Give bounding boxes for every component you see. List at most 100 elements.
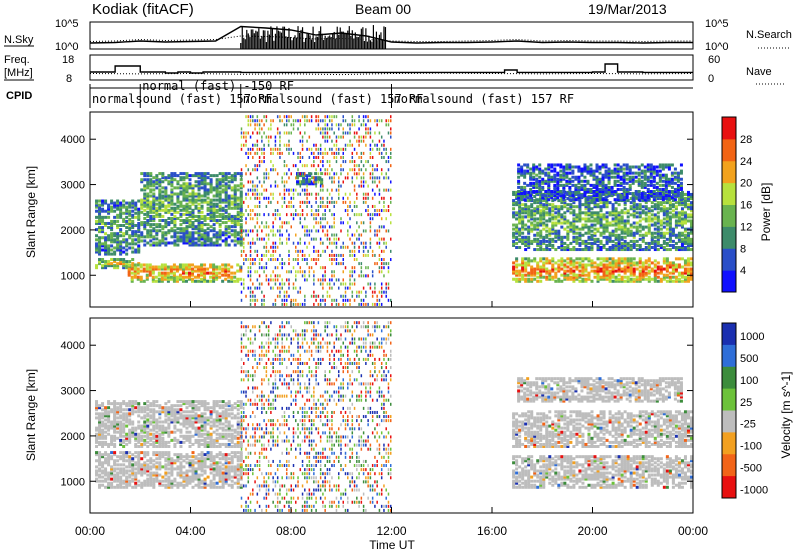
noise-streak-cell <box>240 131 243 135</box>
noise-streak-cell <box>252 237 254 241</box>
noise-streak-cell <box>283 131 286 135</box>
range-cell <box>209 174 213 178</box>
range-cell <box>659 203 663 207</box>
range-cell <box>172 263 176 267</box>
range-cell <box>518 201 522 205</box>
range-cell <box>658 163 662 167</box>
range-cell <box>188 184 192 188</box>
range-cell <box>173 202 177 206</box>
noise-streak-cell <box>292 119 295 123</box>
range-cell <box>637 179 641 183</box>
range-cell <box>575 257 579 261</box>
range-cell <box>173 225 177 229</box>
range-cell <box>577 169 581 173</box>
range-cell <box>206 190 210 194</box>
noise-streak-cell <box>358 213 360 217</box>
range-cell <box>194 237 198 241</box>
range-cell <box>671 279 675 283</box>
range-cell <box>194 184 198 188</box>
range-cell <box>539 203 543 207</box>
range-cell <box>119 209 123 213</box>
range-cell <box>116 264 120 268</box>
range-cell <box>617 213 621 217</box>
range-cell <box>641 225 645 229</box>
range-cell <box>653 239 657 243</box>
noise-streak-cell <box>315 147 317 151</box>
range-cell <box>605 248 609 252</box>
noise-streak-cell <box>256 237 259 241</box>
range-cell <box>683 263 687 267</box>
range-cell <box>530 267 534 271</box>
range-cell <box>560 221 564 225</box>
range-cell <box>637 173 641 177</box>
range-cell <box>578 203 582 207</box>
range-cell <box>572 239 576 243</box>
noise-streak-cell <box>299 131 302 135</box>
range-cell <box>517 169 521 173</box>
range-cell <box>530 259 534 263</box>
noise-streak-cell <box>349 270 351 274</box>
range-cell <box>302 172 306 176</box>
noise-streak-cell <box>342 302 345 306</box>
range-cell <box>629 259 633 263</box>
range-cell <box>566 221 570 225</box>
range-cell <box>104 232 108 236</box>
range-cell <box>584 207 588 211</box>
noise-streak-cell <box>306 176 308 180</box>
noise-streak-cell <box>369 217 372 221</box>
noise-streak-cell <box>324 278 326 282</box>
range-cell <box>227 243 231 247</box>
range-cell <box>641 275 645 279</box>
range-cell <box>565 163 569 167</box>
range-cell <box>200 269 204 273</box>
range-cell <box>185 184 189 188</box>
range-cell <box>626 267 630 271</box>
range-cell <box>608 233 612 237</box>
range-cell <box>632 203 636 207</box>
noise-streak-cell <box>317 155 320 159</box>
range-cell <box>623 223 627 227</box>
range-cell <box>146 229 150 233</box>
noise-streak-cell <box>258 155 261 159</box>
range-cell <box>179 200 183 204</box>
range-cell <box>653 246 657 250</box>
noise-streak-cell <box>319 282 322 286</box>
range-cell <box>674 263 678 267</box>
range-cell <box>647 225 651 229</box>
noise-streak-cell <box>281 282 283 286</box>
range-cell <box>584 217 588 221</box>
range-cell <box>145 277 149 281</box>
range-cell <box>553 190 557 193</box>
range-cell <box>185 196 189 200</box>
range-cell <box>185 186 189 190</box>
range-cell <box>104 224 108 228</box>
noise-streak-cell <box>304 274 306 278</box>
noise-streak-cell <box>285 213 288 217</box>
noise-streak-cell <box>326 160 329 164</box>
noise-streak-cell <box>267 127 270 131</box>
range-cell <box>616 183 620 187</box>
range-cell <box>544 194 548 198</box>
noise-streak-cell <box>328 209 331 213</box>
range-cell <box>614 211 618 215</box>
noise-streak-cell <box>252 229 254 233</box>
range-cell <box>643 165 647 169</box>
range-cell <box>545 205 549 209</box>
range-cell <box>542 199 546 203</box>
range-cell <box>158 206 162 210</box>
range-cell <box>161 176 165 180</box>
range-cell <box>152 227 156 231</box>
noise-streak-cell <box>331 213 333 217</box>
noise-streak-cell <box>376 262 378 266</box>
range-cell <box>149 208 153 212</box>
noise-streak-cell <box>353 258 356 262</box>
noise-streak-cell <box>285 123 288 127</box>
range-cell <box>224 174 228 178</box>
range-cell <box>215 178 219 182</box>
range-cell <box>191 263 195 267</box>
noise-streak-cell <box>261 237 263 241</box>
range-cell <box>656 231 660 235</box>
noise-streak-cell <box>369 119 372 123</box>
range-cell <box>178 275 182 279</box>
range-cell <box>632 231 636 235</box>
